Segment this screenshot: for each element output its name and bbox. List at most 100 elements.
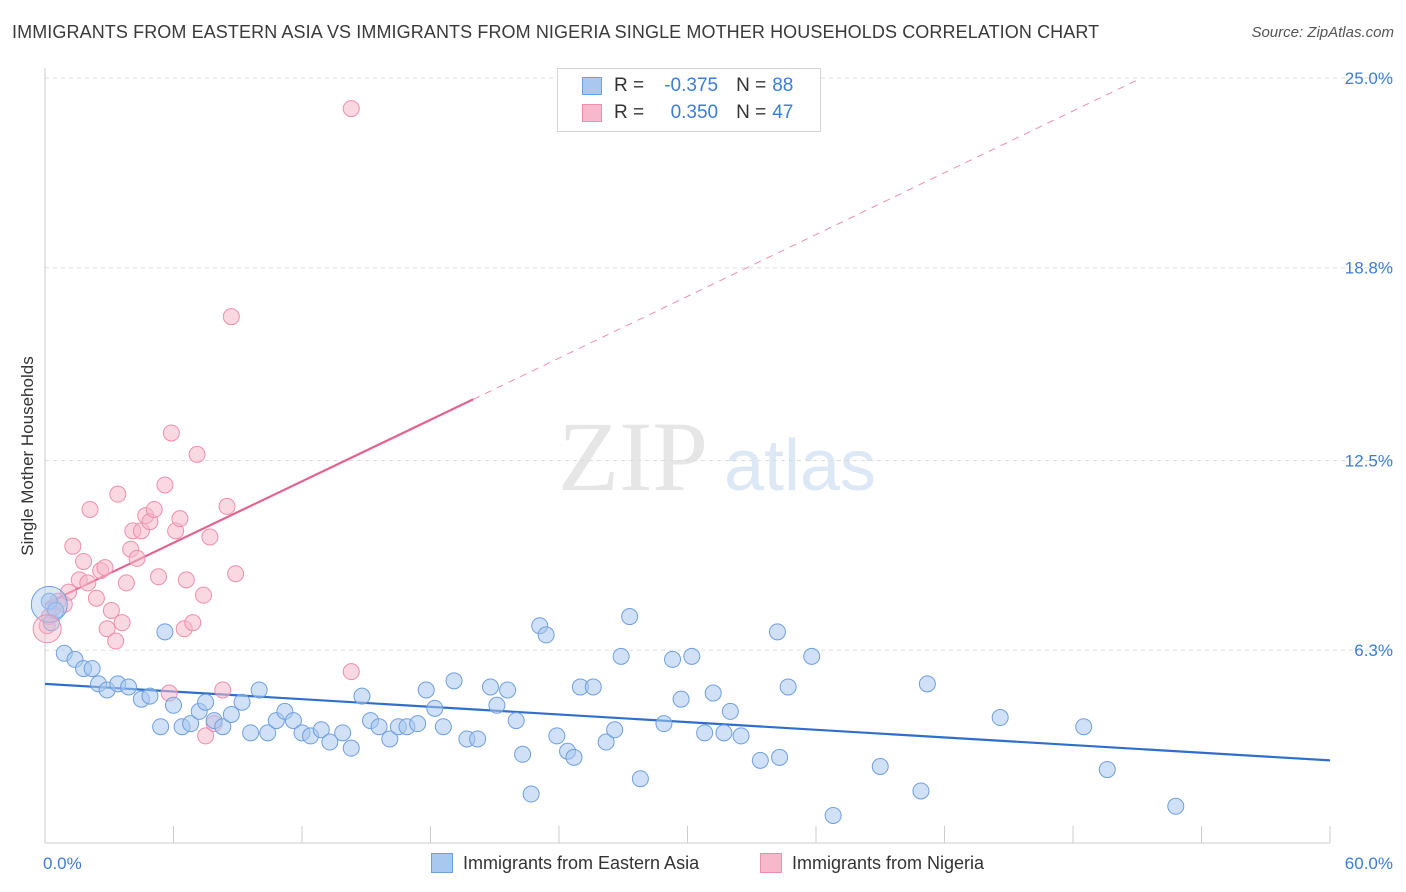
point-eastern-asia	[445, 672, 463, 690]
axes	[44, 68, 1331, 844]
point-eastern-asia	[912, 782, 930, 800]
point-eastern-asia	[197, 693, 215, 711]
legend-r-label: R =	[614, 75, 645, 96]
point-eastern-asia	[1167, 797, 1185, 815]
point-nigeria	[102, 601, 120, 619]
point-nigeria	[214, 681, 232, 699]
legend-r-label: R =	[614, 102, 645, 123]
point-nigeria	[64, 537, 82, 555]
point-eastern-asia	[768, 623, 786, 641]
point-eastern-asia	[803, 647, 821, 665]
point-nigeria	[113, 614, 131, 632]
point-nigeria	[227, 565, 245, 583]
legend-r-value: 0.350	[670, 102, 719, 123]
point-eastern-asia	[696, 724, 714, 742]
point-eastern-asia	[165, 696, 182, 714]
point-eastern-asia	[548, 727, 566, 745]
legend-row-eastern-asia: R = -0.375 N = 88	[582, 73, 793, 99]
point-nigeria-large	[32, 614, 62, 644]
legend-n-label: N =	[736, 75, 767, 96]
point-eastern-asia	[284, 712, 302, 730]
point-eastern-asia	[353, 687, 371, 705]
point-eastern-asia	[631, 770, 649, 788]
point-eastern-asia	[664, 650, 682, 668]
point-eastern-asia	[991, 709, 1009, 727]
point-eastern-asia	[334, 724, 352, 742]
point-eastern-asia	[672, 690, 690, 708]
point-eastern-asia	[233, 693, 251, 711]
point-eastern-asia	[606, 721, 624, 739]
point-eastern-asia	[381, 730, 399, 748]
legend-n-value: 88	[772, 75, 794, 96]
point-nigeria	[98, 620, 116, 638]
point-eastern-asia	[1098, 761, 1116, 779]
point-eastern-asia	[259, 724, 277, 742]
point-eastern-asia	[732, 727, 750, 745]
watermark-zip: ZIP	[558, 401, 708, 512]
point-nigeria	[75, 552, 93, 570]
point-eastern-asia	[120, 678, 138, 696]
point-nigeria	[87, 589, 105, 607]
point-nigeria	[117, 574, 135, 592]
watermark: ZIP atlas	[558, 401, 876, 512]
bottom-legend-swatch-blue	[431, 853, 453, 873]
point-eastern-asia	[182, 715, 200, 733]
bottom-legend-label-eastern-asia: Immigrants from Eastern Asia	[463, 852, 700, 873]
point-eastern-asia	[721, 702, 739, 720]
x-tick-label: 0.0%	[43, 854, 82, 873]
bottom-legend-nigeria: Immigrants from Nigeria	[760, 851, 984, 875]
point-eastern-asia	[704, 684, 722, 702]
point-nigeria	[342, 663, 360, 681]
bottom-legend-eastern-asia: Immigrants from Eastern Asia	[431, 851, 699, 875]
point-nigeria	[96, 559, 114, 577]
point-eastern-asia	[771, 748, 789, 766]
y-tick-label: 6.3%	[1354, 641, 1393, 660]
point-eastern-asia	[565, 748, 583, 766]
point-eastern-asia	[152, 718, 170, 736]
source-label: Source: ZipAtlas.com	[1251, 24, 1394, 41]
point-nigeria	[222, 308, 240, 326]
point-eastern-asia	[655, 715, 673, 733]
point-nigeria	[342, 100, 360, 118]
point-eastern-asia	[47, 601, 65, 619]
point-eastern-asia	[612, 647, 630, 665]
point-nigeria	[197, 727, 215, 745]
legend-swatch-pink	[582, 104, 602, 122]
chart-title: IMMIGRANTS FROM EASTERN ASIA VS IMMIGRAN…	[12, 22, 1100, 42]
point-eastern-asia	[824, 806, 842, 824]
legend-swatch-blue	[582, 77, 602, 95]
point-eastern-asia	[871, 758, 889, 775]
point-nigeria	[201, 528, 219, 546]
watermark-atlas: atlas	[724, 426, 876, 506]
point-eastern-asia	[222, 705, 240, 723]
point-nigeria	[145, 500, 163, 518]
legend-row-nigeria: R = 0.350 N = 47	[582, 100, 793, 126]
point-eastern-asia	[250, 681, 268, 699]
point-eastern-asia	[779, 678, 797, 696]
point-eastern-asia	[312, 721, 330, 739]
bottom-legend-label-nigeria: Immigrants from Nigeria	[792, 852, 985, 873]
correlation-legend: R = -0.375 N = 88 R = 0.350 N = 47	[557, 68, 821, 132]
point-eastern-asia	[488, 696, 506, 714]
point-nigeria	[188, 445, 206, 463]
y-tick-label: 12.5%	[1345, 452, 1393, 471]
grid-lines	[45, 77, 1395, 651]
point-eastern-asia	[242, 724, 260, 742]
point-eastern-asia	[417, 681, 435, 699]
trendline-nigeria-extension	[473, 77, 1142, 400]
point-eastern-asia	[156, 623, 174, 641]
point-nigeria	[150, 568, 168, 586]
point-eastern-asia	[370, 718, 388, 736]
point-eastern-asia	[426, 699, 444, 717]
point-eastern-asia	[621, 608, 639, 626]
point-eastern-asia	[1075, 718, 1093, 736]
point-nigeria	[162, 424, 180, 442]
point-eastern-asia	[321, 733, 339, 751]
legend-n-label: N =	[736, 102, 767, 123]
point-nigeria	[79, 574, 97, 592]
point-eastern-asia	[918, 675, 936, 693]
point-eastern-asia	[507, 712, 525, 730]
y-tick-label: 18.8%	[1345, 259, 1393, 278]
point-nigeria	[128, 549, 146, 567]
